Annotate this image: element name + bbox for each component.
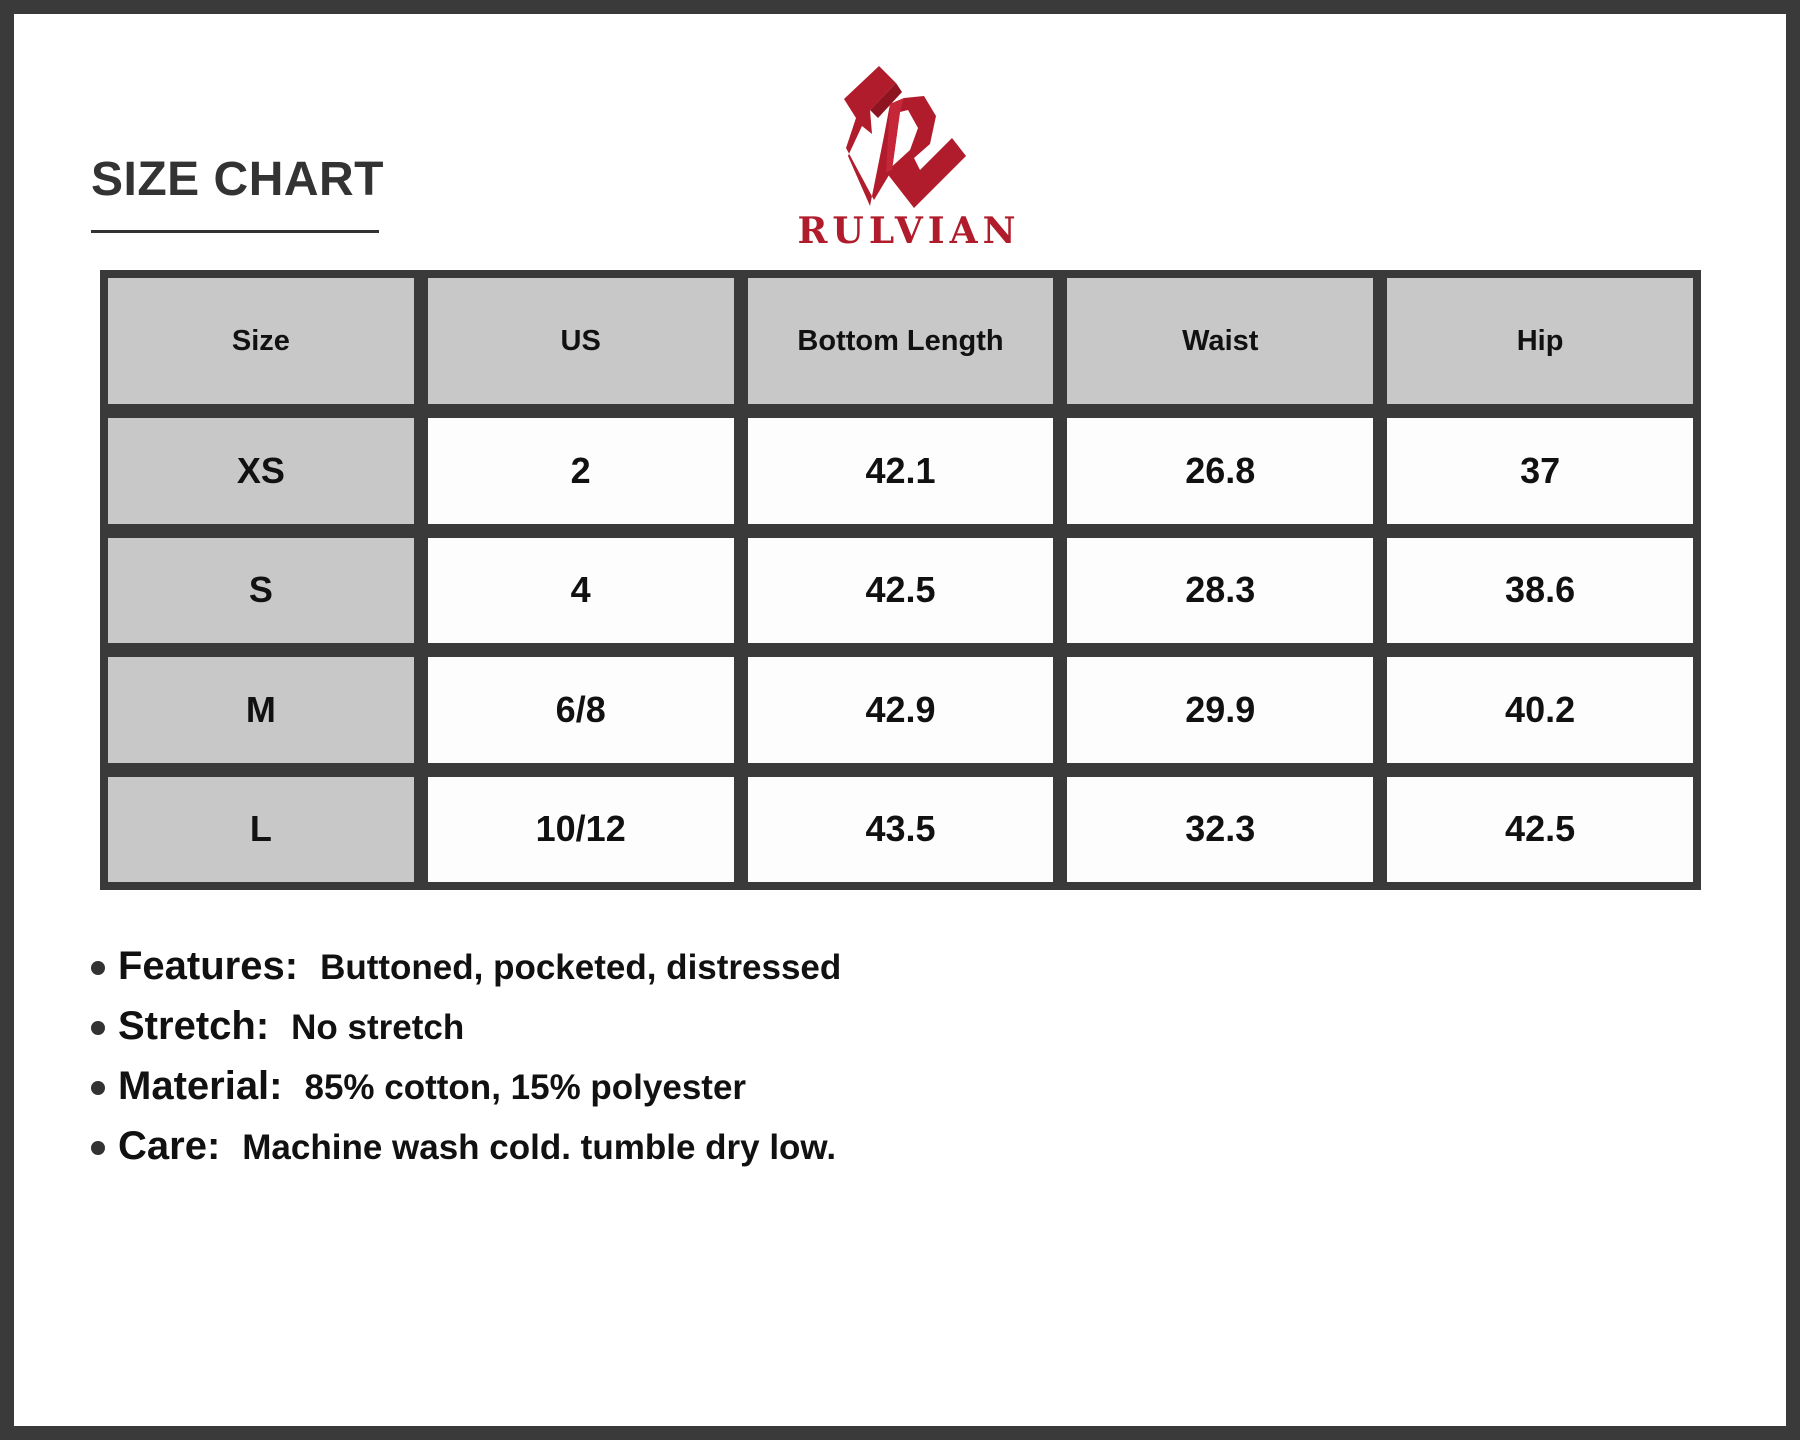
- table-cell: 28.3: [1067, 537, 1374, 643]
- table-cell: 37: [1387, 418, 1693, 524]
- column-header-waist: Waist: [1067, 278, 1374, 404]
- detail-label: Stretch:: [118, 1004, 270, 1048]
- size-table: Size US Bottom Length Waist Hip XS 2 42.…: [100, 270, 1701, 890]
- detail-stretch: Stretch: No stretch: [91, 1004, 841, 1064]
- table-cell: 43.5: [747, 776, 1054, 882]
- detail-label: Care:: [118, 1124, 221, 1168]
- detail-features: Features: Buttoned, pocketed, distressed: [91, 944, 841, 1004]
- row-size-cell: M: [108, 657, 414, 763]
- bullet-icon: [91, 961, 105, 975]
- bullet-icon: [91, 1081, 105, 1095]
- detail-value: 85% cotton, 15% polyester: [304, 1068, 747, 1107]
- table-cell: 2: [427, 418, 734, 524]
- table-cell: 42.5: [1387, 776, 1693, 882]
- detail-value: Buttoned, pocketed, distressed: [320, 948, 842, 987]
- detail-care: Care: Machine wash cold. tumble dry low.: [91, 1124, 841, 1184]
- column-header-us: US: [427, 278, 734, 404]
- stylized-r-logo-icon: [844, 66, 966, 208]
- table-cell: 26.8: [1067, 418, 1374, 524]
- table-cell: 10/12: [427, 776, 734, 882]
- table-cell: 42.5: [747, 537, 1054, 643]
- table-cell: 32.3: [1067, 776, 1374, 882]
- table-cell: 42.9: [747, 657, 1054, 763]
- brand-name: RULVIAN: [797, 210, 1021, 252]
- column-header-hip: Hip: [1387, 278, 1693, 404]
- row-size-cell: S: [108, 537, 414, 643]
- product-details: Features: Buttoned, pocketed, distressed…: [91, 944, 841, 1184]
- table-cell: 38.6: [1387, 537, 1693, 643]
- bullet-icon: [91, 1141, 105, 1155]
- page-title: SIZE CHART: [91, 153, 384, 206]
- detail-material: Material: 85% cotton, 15% polyester: [91, 1064, 841, 1124]
- detail-label: Features:: [118, 944, 299, 988]
- table-cell: 4: [427, 537, 734, 643]
- detail-value: No stretch: [291, 1008, 465, 1047]
- table-cell: 6/8: [427, 657, 734, 763]
- table-cell: 40.2: [1387, 657, 1693, 763]
- bullet-icon: [91, 1021, 105, 1035]
- table-cell: 29.9: [1067, 657, 1374, 763]
- detail-value: Machine wash cold. tumble dry low.: [242, 1128, 837, 1167]
- column-header-size: Size: [108, 278, 414, 404]
- row-size-cell: XS: [108, 418, 414, 524]
- title-underline: [91, 230, 379, 233]
- size-chart-sheet: SIZE CHART RULVIAN Size US Bottom Length…: [14, 14, 1786, 1426]
- row-size-cell: L: [108, 776, 414, 882]
- column-header-bottom-length: Bottom Length: [747, 278, 1054, 404]
- table-cell: 42.1: [747, 418, 1054, 524]
- detail-label: Material:: [118, 1064, 283, 1108]
